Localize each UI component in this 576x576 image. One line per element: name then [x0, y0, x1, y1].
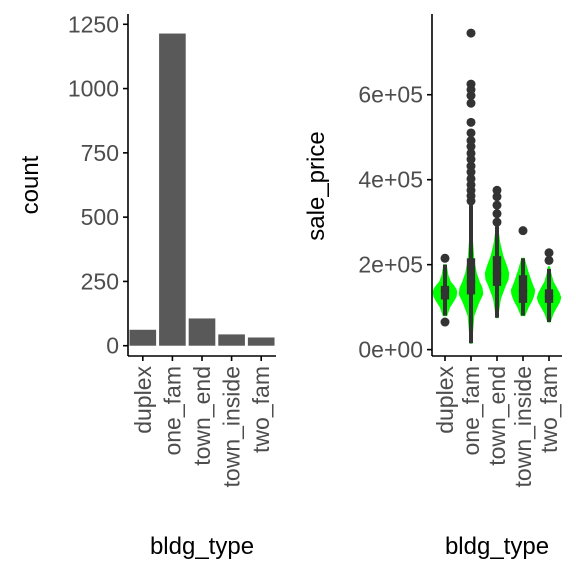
outlier-point: [466, 117, 476, 127]
y-tick-label: 1250: [68, 11, 119, 37]
box-one_fam: [466, 258, 476, 295]
bar-two_fam: [247, 337, 275, 346]
x-tick-label: one_fam: [159, 366, 185, 456]
violin-boxplot-panel: 0e+00 2e+05 4e+05 6e+05 duplex one_fam town_en…: [303, 14, 562, 560]
outlier-point: [466, 28, 476, 38]
x-tick-label: town_inside: [510, 366, 536, 487]
outlier-point: [466, 136, 476, 146]
x-tick-label: town_end: [189, 366, 215, 466]
outlier-point: [518, 226, 528, 236]
x-tick-label: duplex: [432, 366, 458, 434]
x-tick-label: town_end: [484, 366, 510, 466]
y-tick-label: 0e+00: [358, 337, 423, 363]
y-tick-label: 2e+05: [358, 252, 423, 278]
y-tick-label: 500: [81, 204, 119, 230]
outlier-point: [544, 248, 554, 258]
outlier-point: [466, 128, 476, 138]
outlier-point: [544, 255, 554, 265]
bar-town_inside: [218, 334, 245, 346]
y-tick-label: 6e+05: [358, 82, 423, 108]
x-tick-label: duplex: [130, 366, 156, 434]
x-tick-label: town_inside: [219, 366, 245, 487]
outlier-point: [492, 185, 502, 195]
y-axis-title: sale_price: [303, 131, 330, 240]
x-axis-title: bldg_type: [445, 533, 549, 560]
outlier-point: [492, 209, 502, 219]
outlier-point: [492, 200, 502, 210]
x-axis-title: bldg_type: [150, 533, 254, 560]
outlier-point: [492, 192, 502, 202]
x-tick-label: two_fam: [248, 366, 274, 453]
x-tick-label: two_fam: [536, 366, 562, 453]
outlier-point: [466, 174, 476, 184]
y-tick-label: 1000: [68, 76, 119, 102]
outlier-point: [466, 161, 476, 171]
outlier-point: [440, 317, 450, 327]
y-tick-label: 0: [106, 333, 119, 359]
bar-town_end: [188, 318, 216, 346]
y-tick-label: 4e+05: [358, 167, 423, 193]
bar-one_fam: [159, 33, 186, 346]
outlier-point: [466, 148, 476, 158]
outlier-point: [466, 79, 476, 89]
outlier-point: [492, 217, 502, 227]
bar-duplex: [129, 329, 157, 346]
y-axis-title: count: [17, 155, 44, 214]
outlier-point: [466, 98, 476, 108]
box-town_inside: [518, 275, 528, 303]
box-town_end: [492, 256, 502, 286]
y-tick-label: 750: [81, 140, 119, 166]
box-duplex: [440, 285, 450, 300]
x-tick-label: one_fam: [458, 366, 484, 456]
y-tick-label: 250: [81, 268, 119, 294]
outlier-point: [440, 253, 450, 263]
